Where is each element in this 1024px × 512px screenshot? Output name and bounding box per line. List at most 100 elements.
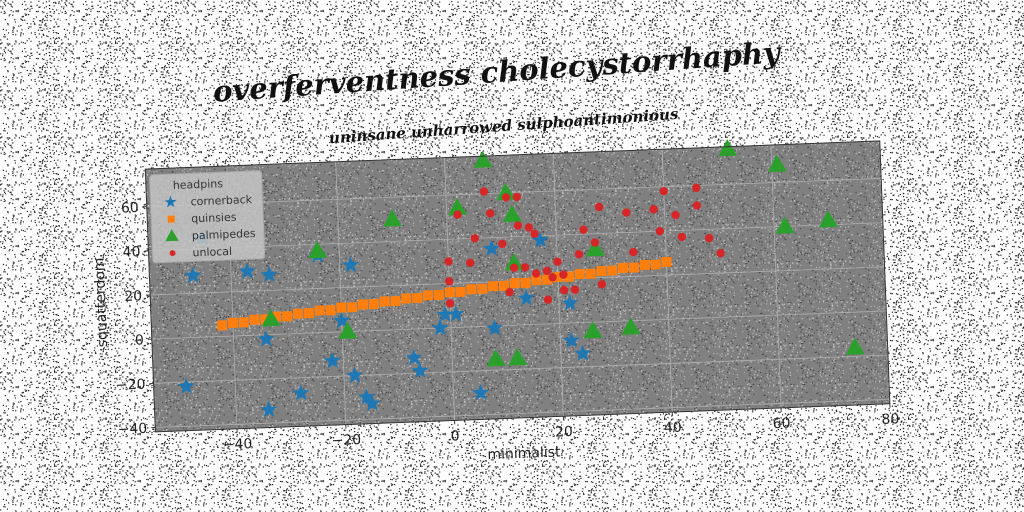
- cornerback-point: [238, 262, 256, 279]
- unlocal-point: [445, 277, 454, 286]
- palmipedes-point: [583, 321, 603, 339]
- quinsies-point: [346, 301, 358, 313]
- cornerback-point: [341, 256, 360, 273]
- cornerback-point: [517, 289, 535, 306]
- cornerback-point: [574, 344, 592, 362]
- series-unlocal: [444, 183, 725, 308]
- unlocal-point: [716, 248, 725, 258]
- cornerback-point: [531, 231, 549, 248]
- cornerback-point: [485, 319, 504, 336]
- cornerback-point: [482, 239, 501, 257]
- unlocal-point: [479, 187, 489, 196]
- palmipedes-point: [473, 150, 493, 168]
- quinsies-point: [509, 278, 520, 289]
- quinsies-point: [585, 268, 596, 279]
- y-gridline: [146, 178, 882, 208]
- palmipedes-point: [819, 210, 839, 228]
- unlocal-point: [597, 280, 607, 289]
- palmipedes-point: [496, 182, 516, 201]
- unlocal-point: [579, 225, 588, 234]
- unlocal-point: [629, 247, 638, 257]
- quinsies-point: [639, 259, 650, 271]
- quinsies-point: [444, 287, 455, 298]
- quinsies-point: [466, 284, 477, 295]
- legend-label-quinsies: quinsies: [191, 211, 237, 226]
- unlocal-point: [677, 232, 687, 242]
- unlocal-point: [444, 257, 453, 266]
- unlocal-point: [520, 263, 530, 272]
- palmipedes-point: [261, 309, 281, 327]
- y-tick-label: 0: [135, 332, 145, 348]
- cornerback-point: [562, 331, 580, 349]
- quinsies-point: [661, 256, 672, 268]
- quinsies-point: [628, 262, 640, 273]
- series-layer: [177, 138, 865, 418]
- legend-label-unlocal: unlocal: [192, 245, 232, 260]
- y-tick-label: −40: [117, 421, 147, 438]
- unlocal-point: [531, 269, 541, 278]
- legend-marker-unlocal: [169, 250, 176, 257]
- y-tick-label: 20: [124, 288, 142, 305]
- x-tick-label: 80: [881, 411, 899, 428]
- quinsies-point: [650, 259, 661, 270]
- plot-frame: [144, 140, 891, 433]
- quinsies-point: [412, 292, 423, 304]
- cornerback-point: [436, 305, 454, 323]
- cornerback-point: [257, 330, 275, 347]
- legend-label-palmipedes: palmipedes: [192, 227, 257, 242]
- palmipedes-point: [585, 239, 605, 257]
- quinsies-point: [368, 298, 380, 310]
- unlocal-point: [543, 295, 553, 304]
- cornerback-point: [561, 294, 579, 311]
- quinsies-point: [487, 281, 499, 292]
- palmipedes-point: [767, 154, 787, 173]
- cornerback-point: [333, 311, 351, 329]
- unlocal-point: [671, 210, 680, 220]
- palmipedes-point: [845, 337, 865, 355]
- palmipedes-point: [448, 197, 468, 216]
- palmipedes-point: [504, 253, 524, 271]
- unlocal-point: [542, 266, 552, 276]
- unlocal-point: [649, 205, 658, 214]
- unlocal-point: [530, 229, 539, 238]
- palmipedes-point: [508, 348, 528, 366]
- palmipedes-point: [621, 317, 641, 335]
- quinsies-point: [574, 268, 585, 280]
- x-tick-label: 40: [664, 420, 682, 437]
- palmipedes-point: [486, 349, 506, 367]
- unlocal-point: [574, 249, 584, 259]
- quinsies-point: [422, 290, 434, 301]
- x-gridline: [552, 153, 564, 417]
- cornerback-point: [292, 384, 310, 401]
- quinsies-point: [303, 308, 315, 319]
- quinsies-point: [325, 304, 336, 316]
- unlocal-point: [513, 221, 523, 230]
- series-palmipedes: [261, 138, 865, 367]
- y-tick-label: −20: [116, 377, 146, 394]
- quinsies-point: [336, 302, 347, 313]
- quinsies-point: [498, 280, 510, 292]
- y-tick-label: 40: [122, 244, 140, 261]
- quinsies-point: [617, 262, 629, 274]
- x-tick-label: −40: [223, 436, 253, 453]
- legend-box: [149, 170, 266, 264]
- legend-marker-cornerback: [164, 195, 177, 208]
- x-tick-label: 60: [772, 416, 790, 433]
- cornerback-point: [363, 394, 381, 412]
- y-gridline: [155, 398, 890, 428]
- quinsies-point: [249, 314, 260, 325]
- y-gridline: [153, 354, 888, 384]
- quinsies-point: [379, 296, 390, 307]
- legend-title: headpins: [173, 177, 224, 192]
- palmipedes-point: [338, 321, 358, 339]
- cornerback-point: [431, 319, 449, 336]
- unlocal-point: [453, 210, 462, 219]
- quinsies-point: [401, 293, 412, 304]
- cornerback-point: [184, 266, 202, 284]
- cornerback-point: [405, 348, 423, 366]
- cornerback-point: [472, 383, 490, 401]
- palmipedes-point: [502, 204, 522, 223]
- x-gridline: [770, 145, 782, 408]
